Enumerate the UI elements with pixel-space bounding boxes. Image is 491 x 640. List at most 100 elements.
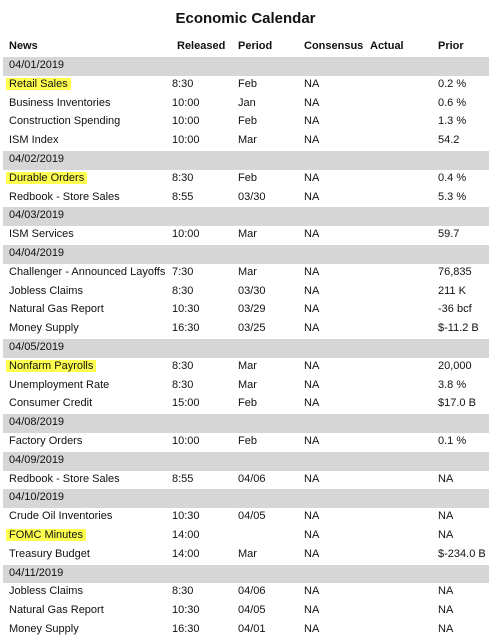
period-value: Mar — [238, 265, 257, 278]
date-label: 04/10/2019 — [9, 491, 65, 504]
event-name: Business Inventories — [9, 96, 111, 109]
prior-value: 211 K — [438, 284, 466, 297]
released-time: 10:00 — [172, 96, 200, 109]
period-value: 04/05 — [238, 510, 266, 523]
event-row: Construction Spending 10:00 Feb NA 1.3 % — [3, 113, 489, 132]
prior-value: $17.0 B — [438, 397, 476, 410]
period-value: Mar — [238, 359, 257, 372]
event-name: Nonfarm Payrolls — [6, 359, 97, 372]
event-row: Money Supply 16:30 03/25 NA $-11.2 B — [3, 320, 489, 339]
period-value: 04/01 — [238, 622, 266, 635]
event-row: Jobless Claims 8:30 03/30 NA 211 K — [3, 283, 489, 302]
page-title: Economic Calendar — [175, 10, 316, 27]
event-name: Crude Oil Inventories — [9, 510, 113, 523]
consensus-value: NA — [304, 134, 320, 147]
event-row: Challenger - Announced Layoffs 7:30 Mar NA 7… — [3, 264, 489, 283]
released-time: 10:00 — [172, 115, 200, 128]
event-name: Challenger - Announced Layoffs — [9, 265, 166, 278]
event-row: Retail Sales 8:30 Feb NA 0.2 % — [3, 76, 489, 95]
period-value: 04/06 — [238, 585, 266, 598]
column-headers: News Released Period Consensus Actual Pr… — [0, 40, 491, 56]
consensus-value: NA — [304, 322, 320, 335]
event-row: Factory Orders 10:00 Feb NA 0.1 % — [3, 433, 489, 452]
event-row: Treasury Budget 14:00 Mar NA $-234.0 B — [3, 546, 489, 565]
date-label: 04/04/2019 — [9, 246, 65, 259]
released-time: 8:55 — [172, 472, 194, 485]
date-label: 04/02/2019 — [9, 152, 65, 165]
released-time: 8:30 — [172, 284, 194, 297]
prior-value: 5.3 % — [438, 190, 467, 203]
event-name: Treasury Budget — [9, 547, 90, 560]
released-time: 8:30 — [172, 359, 194, 372]
event-name: Money Supply — [9, 622, 79, 635]
event-name: ISM Index — [9, 134, 59, 147]
event-row: Money Supply 16:30 04/01 NA NA — [3, 621, 489, 640]
event-name: FOMC Minutes — [6, 528, 86, 541]
period-value: Feb — [238, 77, 257, 90]
prior-value: NA — [438, 585, 454, 598]
event-name: Natural Gas Report — [9, 303, 104, 316]
period-value: 03/25 — [238, 322, 266, 335]
released-time: 8:30 — [172, 77, 194, 90]
released-time: 16:30 — [172, 322, 200, 335]
consensus-value: NA — [304, 622, 320, 635]
prior-value: 1.3 % — [438, 115, 467, 128]
consensus-value: NA — [304, 77, 320, 90]
event-name: Natural Gas Report — [9, 604, 104, 617]
date-row: 04/11/2019 — [3, 564, 489, 584]
period-value: Mar — [238, 134, 257, 147]
period-value: 04/05 — [238, 604, 266, 617]
date-row: 04/04/2019 — [3, 244, 489, 264]
consensus-value: NA — [304, 510, 320, 523]
event-name: ISM Services — [9, 228, 74, 241]
event-row: Business Inventories 10:00 Jan NA 0.6 % — [3, 95, 489, 114]
event-row: Crude Oil Inventories 10:30 04/05 NA NA — [3, 508, 489, 527]
consensus-value: NA — [304, 171, 320, 184]
prior-value: NA — [438, 604, 454, 617]
consensus-value: NA — [304, 284, 320, 297]
period-value: 03/30 — [238, 284, 266, 297]
event-name: Durable Orders — [6, 171, 88, 184]
consensus-value: NA — [304, 190, 320, 203]
period-value: 04/06 — [238, 472, 266, 485]
prior-value: NA — [438, 472, 454, 485]
released-time: 7:30 — [172, 265, 194, 278]
released-time: 10:00 — [172, 228, 200, 241]
header-period: Period — [238, 40, 273, 52]
prior-value: 0.2 % — [438, 77, 467, 90]
event-row: Natural Gas Report 10:30 04/05 NA NA — [3, 602, 489, 621]
consensus-value: NA — [304, 303, 320, 316]
event-name: Unemployment Rate — [9, 378, 110, 391]
prior-value: 0.4 % — [438, 171, 467, 184]
released-time: 10:30 — [172, 510, 200, 523]
prior-value: 76,835 — [438, 265, 472, 278]
prior-value: 0.1 % — [438, 434, 467, 447]
date-row: 04/09/2019 — [3, 451, 489, 471]
event-name: Consumer Credit — [9, 397, 93, 410]
event-name: Jobless Claims — [9, 284, 83, 297]
consensus-value: NA — [304, 96, 320, 109]
header-prior: Prior — [438, 40, 464, 52]
prior-value: 3.8 % — [438, 378, 467, 391]
event-row: Natural Gas Report 10:30 03/29 NA -36 bcf — [3, 301, 489, 320]
header-released: Released — [177, 40, 226, 52]
period-value: Mar — [238, 378, 257, 391]
released-time: 8:30 — [172, 378, 194, 391]
consensus-value: NA — [304, 604, 320, 617]
date-row: 04/01/2019 — [3, 57, 489, 76]
released-time: 10:30 — [172, 604, 200, 617]
released-time: 14:00 — [172, 547, 200, 560]
date-row: 04/02/2019 — [3, 150, 489, 170]
period-value: Mar — [238, 228, 257, 241]
event-name: Factory Orders — [9, 434, 83, 447]
date-row: 04/10/2019 — [3, 489, 489, 509]
consensus-value: NA — [304, 585, 320, 598]
event-row: Durable Orders 8:30 Feb NA 0.4 % — [3, 170, 489, 189]
event-row: Nonfarm Payrolls 8:30 Mar NA 20,000 — [3, 358, 489, 377]
prior-value: 20,000 — [438, 359, 472, 372]
released-time: 10:00 — [172, 134, 200, 147]
date-label: 04/09/2019 — [9, 453, 65, 466]
event-name: Retail Sales — [6, 77, 71, 90]
event-row: Jobless Claims 8:30 04/06 NA NA — [3, 583, 489, 602]
